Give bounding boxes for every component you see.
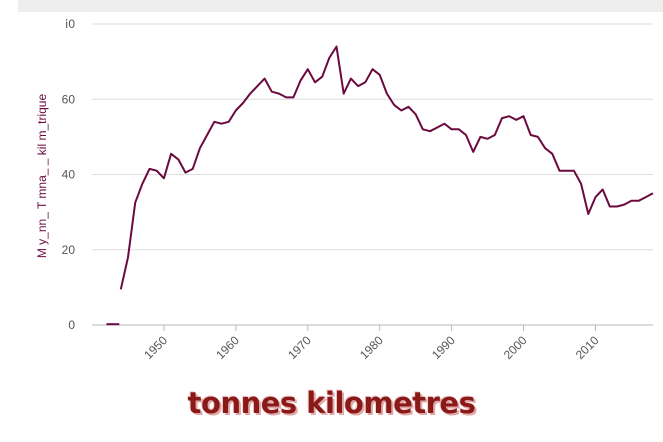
x-tick-label: 1990 — [429, 333, 458, 362]
x-tick-label: 1950 — [141, 333, 170, 362]
series-layer — [106, 45, 654, 326]
x-tick-label: 2000 — [501, 333, 530, 362]
y-tick-label: 60 — [62, 92, 76, 106]
chart-caption: tonnes kilometres — [187, 386, 476, 420]
series-line — [119, 45, 654, 290]
y-tick-label: 0 — [68, 318, 75, 332]
y-tick-label: ⅰ0 — [65, 17, 75, 31]
gridlines — [92, 23, 653, 326]
y-tick-label: 20 — [62, 243, 76, 257]
top-strip — [18, 0, 663, 12]
y-tick-label: 40 — [62, 168, 76, 182]
x-axis-ticks: 1950 1960 1970 1980 1990 2000 2010 — [141, 325, 602, 362]
x-tick-label: 2010 — [573, 333, 602, 362]
x-tick-label: 1970 — [285, 333, 314, 362]
y-axis-label: M y_nn_ T mna_ _ kil m_trique — [35, 94, 49, 259]
y-axis-ticks: 0 20 40 60 ⅰ0 — [62, 17, 76, 332]
x-tick-label: 1960 — [213, 333, 242, 362]
x-tick-label: 1980 — [357, 333, 386, 362]
